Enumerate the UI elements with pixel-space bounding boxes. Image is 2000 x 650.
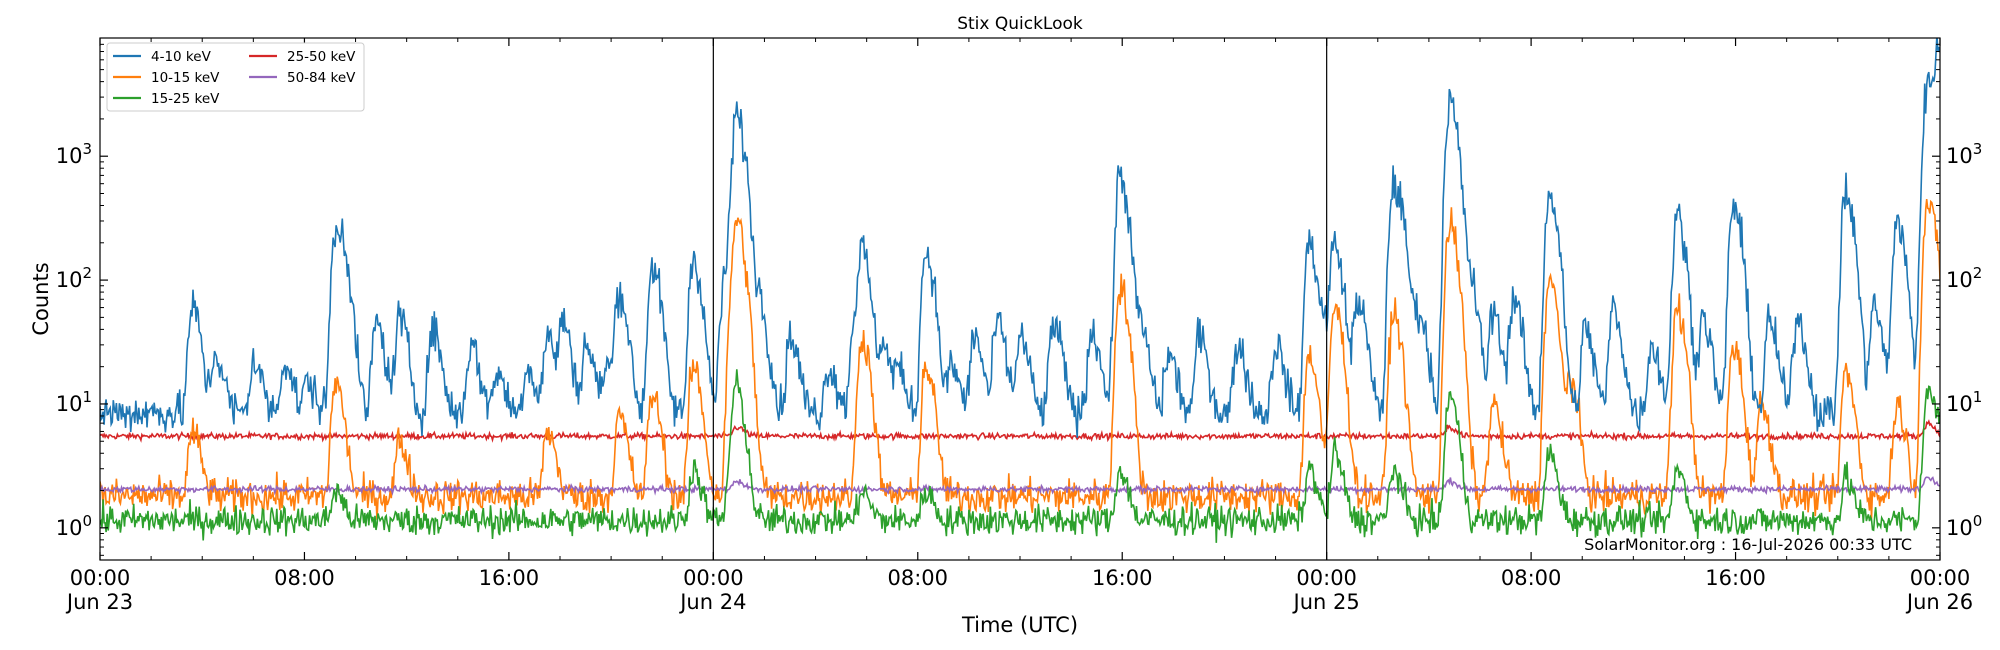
x-tick-label: Jun 26 bbox=[1905, 590, 1973, 614]
y-tick-label-right: 102 bbox=[1946, 264, 1982, 292]
series-line-10-15-keV bbox=[100, 199, 1940, 520]
x-tick-label: 16:00 bbox=[479, 566, 540, 590]
x-tick-label: 00:00 bbox=[70, 566, 131, 590]
series-line-15-25-keV bbox=[100, 369, 1940, 543]
legend-box bbox=[106, 42, 365, 112]
y-tick-label-right: 100 bbox=[1946, 512, 1982, 540]
x-tick-label: Jun 24 bbox=[678, 590, 746, 614]
y-tick-label-right: 103 bbox=[1946, 140, 1982, 168]
day-boundary-lines bbox=[712, 38, 1328, 560]
x-tick-label: 00:00 bbox=[1296, 566, 1357, 590]
y-axis-label: Counts bbox=[29, 262, 53, 335]
y-tick-label-left: 103 bbox=[56, 140, 92, 168]
series-line-4-10-keV bbox=[100, 38, 1940, 438]
axis-ticks bbox=[99, 37, 1941, 560]
legend: 4-10 keV 10-15 keV 15-25 keV 25-50 keV 50-84… bbox=[106, 42, 365, 112]
x-tick-label: 16:00 bbox=[1092, 566, 1153, 590]
x-tick-label: Jun 25 bbox=[1292, 590, 1360, 614]
x-tick-label: Jun 23 bbox=[65, 590, 133, 614]
x-tick-label: 00:00 bbox=[1910, 566, 1971, 590]
y-tick-label-left: 101 bbox=[56, 388, 92, 416]
x-tick-label: 08:00 bbox=[1501, 566, 1562, 590]
y-tick-label-left: 102 bbox=[56, 264, 92, 292]
x-tick-label: 08:00 bbox=[888, 566, 949, 590]
y-tick-label-right: 101 bbox=[1946, 388, 1982, 416]
legend-label: 25-50 keV bbox=[287, 49, 356, 65]
series-line-50-84-keV bbox=[100, 476, 1940, 497]
x-tick-label: 08:00 bbox=[274, 566, 335, 590]
legend-label: 15-25 keV bbox=[151, 91, 220, 107]
y-tick-label-left: 100 bbox=[56, 512, 92, 540]
legend-label: 50-84 keV bbox=[287, 70, 356, 86]
series-line-25-50-keV bbox=[100, 419, 1940, 443]
chart-title: Stix QuickLook bbox=[957, 14, 1083, 34]
legend-label: 10-15 keV bbox=[151, 70, 220, 86]
x-tick-label: 16:00 bbox=[1705, 566, 1766, 590]
x-axis-label: Time (UTC) bbox=[961, 613, 1078, 637]
legend-label: 4-10 keV bbox=[151, 49, 212, 65]
credit-text: SolarMonitor.org : 16-Jul-2026 00:33 UTC bbox=[1584, 535, 1912, 554]
plot-frame bbox=[99, 37, 1941, 561]
x-tick-label: 00:00 bbox=[683, 566, 744, 590]
series-layer bbox=[100, 38, 1940, 543]
